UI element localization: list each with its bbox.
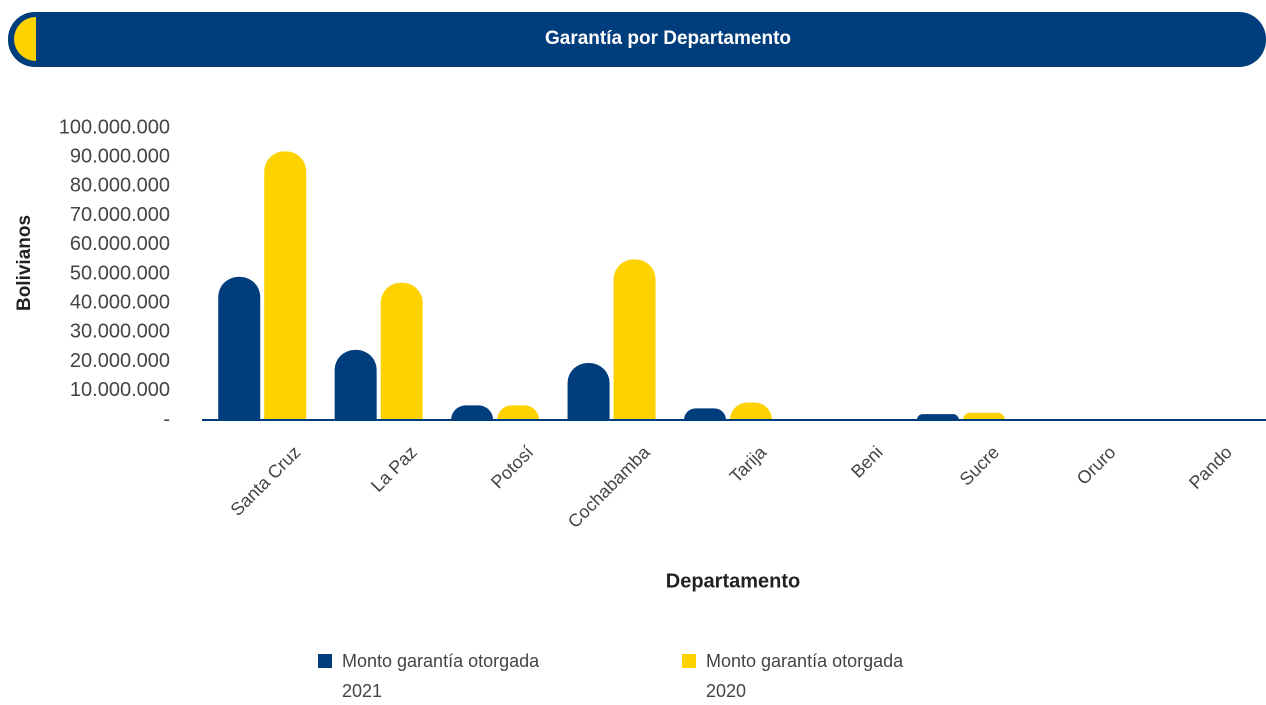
x-tick-label: Tarija (726, 441, 771, 486)
bar (380, 282, 423, 420)
x-tick-label: Cochabamba (564, 441, 655, 532)
y-tick-label: - (163, 408, 170, 430)
bar (451, 405, 494, 420)
bar (497, 405, 540, 420)
x-tick-label: Potosí (487, 442, 537, 492)
y-tick-label: 80.000.000 (70, 175, 170, 197)
y-tick-label: 40.000.000 (70, 291, 170, 313)
bar (916, 414, 959, 420)
legend-swatch (318, 654, 332, 668)
x-tick-label: Santa Cruz (227, 442, 305, 520)
legend-item: Monto garantía otorgada 2021 (342, 651, 540, 701)
header-bar (8, 12, 1266, 67)
bar (334, 349, 377, 420)
bar (962, 412, 1005, 420)
bar (729, 402, 772, 420)
y-tick-label: 10.000.000 (70, 379, 170, 401)
y-tick-label: 100.000.000 (59, 116, 170, 138)
y-tick-label: 70.000.000 (70, 204, 170, 226)
y-tick-label: 20.000.000 (70, 350, 170, 372)
legend-label: Monto garantía otorgada 2021 (342, 651, 540, 701)
x-tick-label: Beni (847, 442, 887, 482)
y-tick-label: 50.000.000 (70, 262, 170, 284)
bar (218, 276, 261, 420)
legend-item: Monto garantía otorgada 2020 (706, 651, 904, 701)
header-accent (14, 17, 36, 61)
x-tick-label: Pando (1185, 442, 1236, 493)
x-axis-label: Departamento (666, 570, 800, 592)
bar (613, 259, 656, 420)
bar (567, 363, 610, 420)
y-tick-label: 90.000.000 (70, 145, 170, 167)
y-tick-label: 30.000.000 (70, 321, 170, 343)
legend-label: Monto garantía otorgada 2020 (706, 651, 904, 701)
bar (684, 408, 726, 420)
chart-title: Garantía por Departamento (545, 28, 791, 49)
y-tick-label: 60.000.000 (70, 233, 170, 255)
x-tick-label: Oruro (1073, 442, 1120, 489)
x-tick-label: Sucre (956, 442, 1003, 489)
bar (264, 151, 307, 421)
y-axis-label: Bolivianos (14, 215, 35, 311)
x-tick-label: La Paz (367, 442, 421, 496)
legend-swatch (682, 654, 696, 668)
